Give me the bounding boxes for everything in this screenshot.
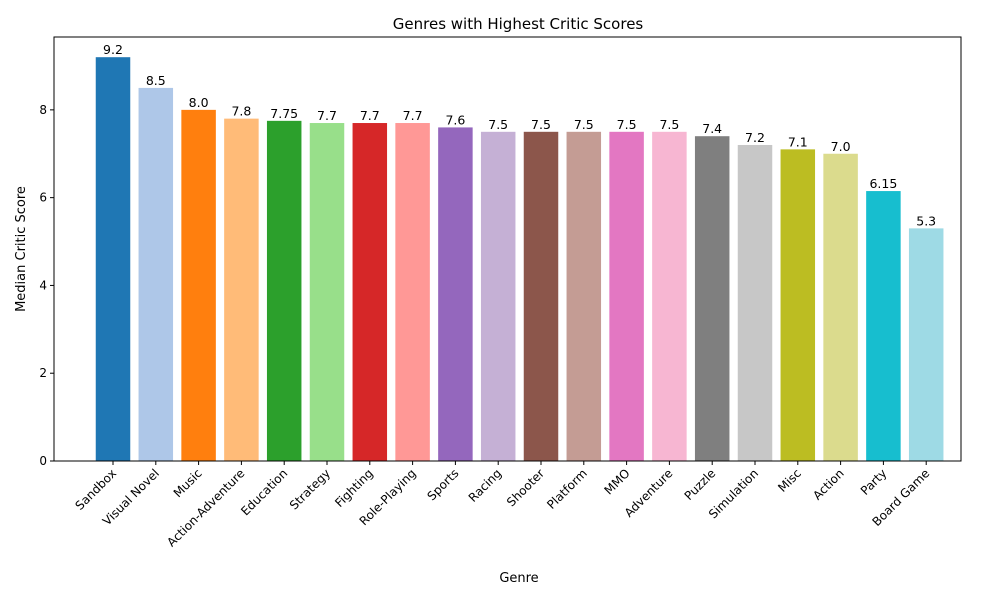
x-tick-label: Misc: [775, 466, 804, 495]
x-tick-label: Action-Adventure: [164, 466, 247, 549]
bar-board-game: [908, 228, 944, 461]
x-tick-label: MMO: [601, 466, 632, 497]
y-tick-label: 4: [39, 278, 47, 292]
x-axis-title: Genre: [499, 571, 538, 586]
bar-puzzle: [694, 136, 730, 461]
value-label: 7.5: [574, 117, 594, 132]
value-label: 7.8: [231, 104, 251, 119]
x-tick-label: Education: [238, 466, 290, 518]
value-label: 7.2: [745, 130, 765, 145]
bar-adventure: [652, 131, 687, 462]
y-axis-title: Median Critic Score: [14, 186, 29, 312]
value-label: 7.0: [831, 139, 851, 154]
y-tick-label: 8: [39, 103, 47, 117]
x-tick-label: Racing: [466, 466, 505, 505]
x-tick-label: Music: [171, 466, 205, 500]
value-label: 8.5: [146, 73, 166, 88]
y-tick-label: 6: [39, 191, 47, 205]
bar-action-adventure: [224, 118, 259, 461]
value-label: 7.5: [488, 117, 508, 132]
bar-action: [823, 153, 858, 462]
value-label: 7.4: [702, 121, 722, 136]
x-tick-label: Fighting: [332, 466, 376, 510]
x-tick-label: Strategy: [287, 466, 333, 512]
bar-music: [181, 109, 216, 462]
bar-misc: [780, 149, 816, 462]
value-label: 5.3: [916, 213, 936, 228]
plot-frame: [53, 36, 962, 462]
y-tick-label: 2: [39, 366, 47, 380]
chart-title: Genres with Highest Critic Scores: [393, 15, 644, 33]
value-label: 7.7: [403, 108, 423, 123]
y-tick-label: 0: [39, 454, 47, 468]
bar-education: [266, 120, 302, 462]
bar-platform: [566, 131, 602, 462]
value-label: 7.5: [659, 117, 679, 132]
x-tick-label: Puzzle: [682, 466, 719, 503]
value-label: 7.5: [531, 117, 551, 132]
x-tick-label: Shooter: [504, 466, 547, 509]
bar-shooter: [523, 131, 559, 462]
bar-role-playing: [395, 123, 430, 461]
x-tick-label: Platform: [544, 466, 590, 512]
x-tick-label: Party: [858, 466, 890, 498]
bar-visual-novel: [138, 87, 174, 462]
bar-simulation: [737, 144, 773, 461]
x-tick-label: Sports: [424, 466, 461, 503]
value-label: 7.6: [445, 112, 465, 127]
bar-sandbox: [95, 57, 131, 461]
bar-party: [866, 191, 901, 461]
bar-strategy: [309, 123, 345, 461]
value-label: 7.75: [270, 106, 298, 121]
x-tick-label: Action: [810, 466, 846, 502]
bar-fighting: [352, 123, 388, 461]
bar-sports: [438, 127, 473, 462]
bar-racing: [480, 131, 516, 462]
value-label: 8.0: [189, 95, 209, 110]
value-label: 6.15: [869, 176, 897, 191]
value-label: 7.5: [617, 117, 637, 132]
value-label: 7.7: [317, 108, 337, 123]
bar-mmo: [609, 131, 644, 462]
value-label: 9.2: [103, 42, 123, 57]
value-label: 7.7: [360, 108, 380, 123]
value-label: 7.1: [788, 134, 808, 149]
